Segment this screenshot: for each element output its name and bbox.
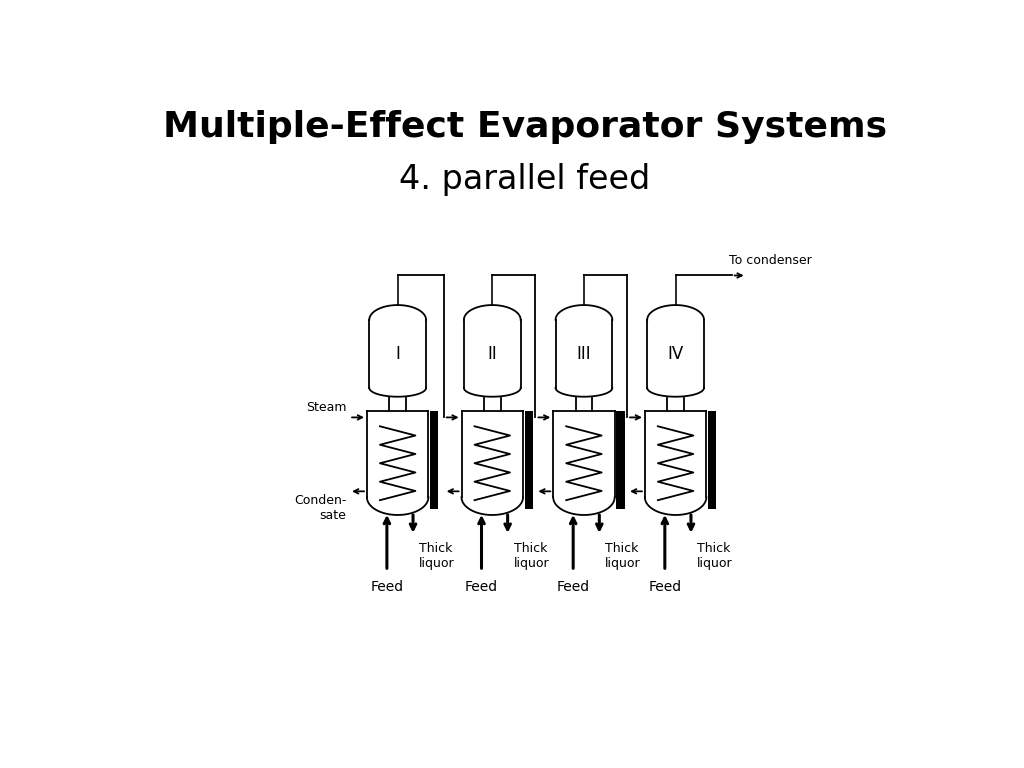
- Text: Feed: Feed: [465, 580, 498, 594]
- Text: II: II: [487, 345, 497, 362]
- Text: IV: IV: [668, 345, 684, 362]
- Bar: [524, 412, 534, 509]
- Bar: [430, 412, 438, 509]
- Text: To condenser: To condenser: [729, 253, 812, 266]
- Text: 4. parallel feed: 4. parallel feed: [399, 163, 650, 196]
- Text: Thick
liquor: Thick liquor: [697, 541, 732, 570]
- Text: Multiple-Effect Evaporator Systems: Multiple-Effect Evaporator Systems: [163, 110, 887, 144]
- Text: Thick
liquor: Thick liquor: [605, 541, 641, 570]
- Text: Conden-
sate: Conden- sate: [294, 495, 346, 522]
- Text: Thick
liquor: Thick liquor: [419, 541, 455, 570]
- Text: Feed: Feed: [557, 580, 590, 594]
- Text: Feed: Feed: [371, 580, 403, 594]
- Bar: [709, 412, 717, 509]
- Text: Steam: Steam: [306, 402, 346, 415]
- Bar: [616, 412, 625, 509]
- Text: III: III: [577, 345, 591, 362]
- Text: Feed: Feed: [648, 580, 681, 594]
- Text: Thick
liquor: Thick liquor: [514, 541, 549, 570]
- Text: I: I: [395, 345, 400, 362]
